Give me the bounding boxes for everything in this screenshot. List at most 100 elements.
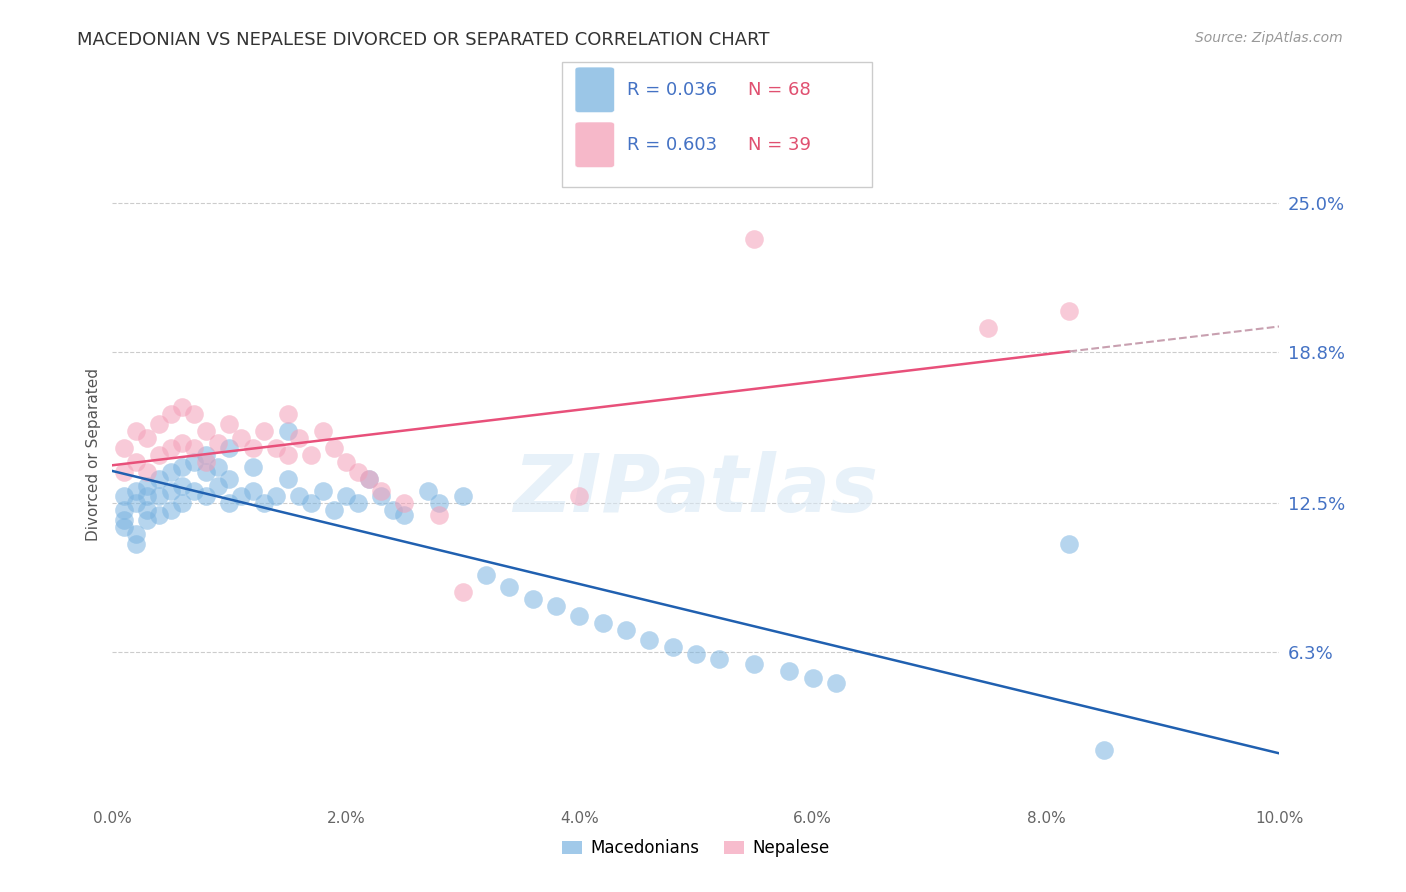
Point	[218, 441, 240, 455]
Point	[370, 483, 392, 498]
Point	[148, 417, 170, 431]
Text: N = 68: N = 68	[748, 81, 811, 99]
Point	[125, 496, 148, 510]
Point	[136, 479, 159, 493]
Point	[801, 671, 824, 685]
Text: Source: ZipAtlas.com: Source: ZipAtlas.com	[1195, 31, 1343, 45]
Point	[229, 431, 252, 445]
Point	[125, 424, 148, 438]
Point	[568, 489, 591, 503]
Point	[112, 441, 135, 455]
Point	[709, 652, 731, 666]
Point	[359, 472, 381, 486]
Point	[194, 448, 217, 462]
Legend: Macedonians, Nepalese: Macedonians, Nepalese	[555, 833, 837, 864]
Point	[976, 320, 998, 334]
Point	[1059, 537, 1081, 551]
Point	[522, 591, 544, 606]
Point	[183, 483, 205, 498]
Point	[661, 640, 683, 654]
Point	[218, 496, 240, 510]
Y-axis label: Divorced or Separated: Divorced or Separated	[86, 368, 101, 541]
Point	[427, 496, 450, 510]
Point	[172, 400, 194, 414]
Point	[276, 472, 298, 486]
Point	[288, 489, 311, 503]
Point	[160, 465, 183, 479]
FancyBboxPatch shape	[575, 67, 614, 112]
Point	[335, 455, 357, 469]
Point	[160, 503, 183, 517]
Point	[183, 407, 205, 421]
Point	[778, 664, 800, 678]
Point	[370, 489, 392, 503]
Point	[568, 608, 591, 623]
Point	[112, 503, 135, 517]
Point	[299, 448, 322, 462]
Point	[825, 676, 848, 690]
Point	[160, 441, 183, 455]
Point	[1059, 304, 1081, 318]
Point	[1094, 743, 1116, 757]
Point	[592, 615, 614, 630]
Point	[311, 424, 333, 438]
Point	[148, 489, 170, 503]
Point	[638, 632, 661, 647]
Point	[276, 424, 298, 438]
Point	[242, 441, 264, 455]
Point	[335, 489, 357, 503]
Point	[148, 472, 170, 486]
Point	[394, 496, 416, 510]
Point	[276, 407, 298, 421]
Point	[475, 567, 498, 582]
Point	[112, 489, 135, 503]
Point	[614, 623, 637, 637]
Point	[136, 503, 159, 517]
Point	[218, 417, 240, 431]
Point	[394, 508, 416, 522]
Point	[172, 479, 194, 493]
Point	[544, 599, 567, 613]
Point	[311, 483, 333, 498]
FancyBboxPatch shape	[562, 62, 872, 187]
Point	[346, 496, 368, 510]
Text: R = 0.036: R = 0.036	[627, 81, 717, 99]
Point	[148, 448, 170, 462]
Point	[299, 496, 322, 510]
Point	[207, 479, 229, 493]
Point	[148, 508, 170, 522]
Point	[136, 431, 159, 445]
Point	[207, 459, 229, 474]
Point	[427, 508, 450, 522]
Point	[125, 537, 148, 551]
Point	[172, 459, 194, 474]
Point	[242, 483, 264, 498]
Point	[229, 489, 252, 503]
Point	[253, 496, 276, 510]
Point	[136, 513, 159, 527]
Point	[112, 513, 135, 527]
Text: N = 39: N = 39	[748, 136, 811, 153]
Point	[160, 483, 183, 498]
Point	[194, 489, 217, 503]
Point	[172, 436, 194, 450]
Point	[194, 465, 217, 479]
Point	[276, 448, 298, 462]
Point	[742, 657, 765, 671]
Point	[323, 441, 346, 455]
Point	[183, 455, 205, 469]
Point	[125, 455, 148, 469]
Point	[194, 424, 217, 438]
Point	[207, 436, 229, 450]
Text: ZIPatlas: ZIPatlas	[513, 450, 879, 529]
Point	[112, 465, 135, 479]
FancyBboxPatch shape	[575, 122, 614, 168]
Point	[346, 465, 368, 479]
Point	[359, 472, 381, 486]
Point	[323, 503, 346, 517]
Point	[264, 489, 287, 503]
Point	[183, 441, 205, 455]
Point	[288, 431, 311, 445]
Point	[685, 647, 707, 661]
Point	[381, 503, 404, 517]
